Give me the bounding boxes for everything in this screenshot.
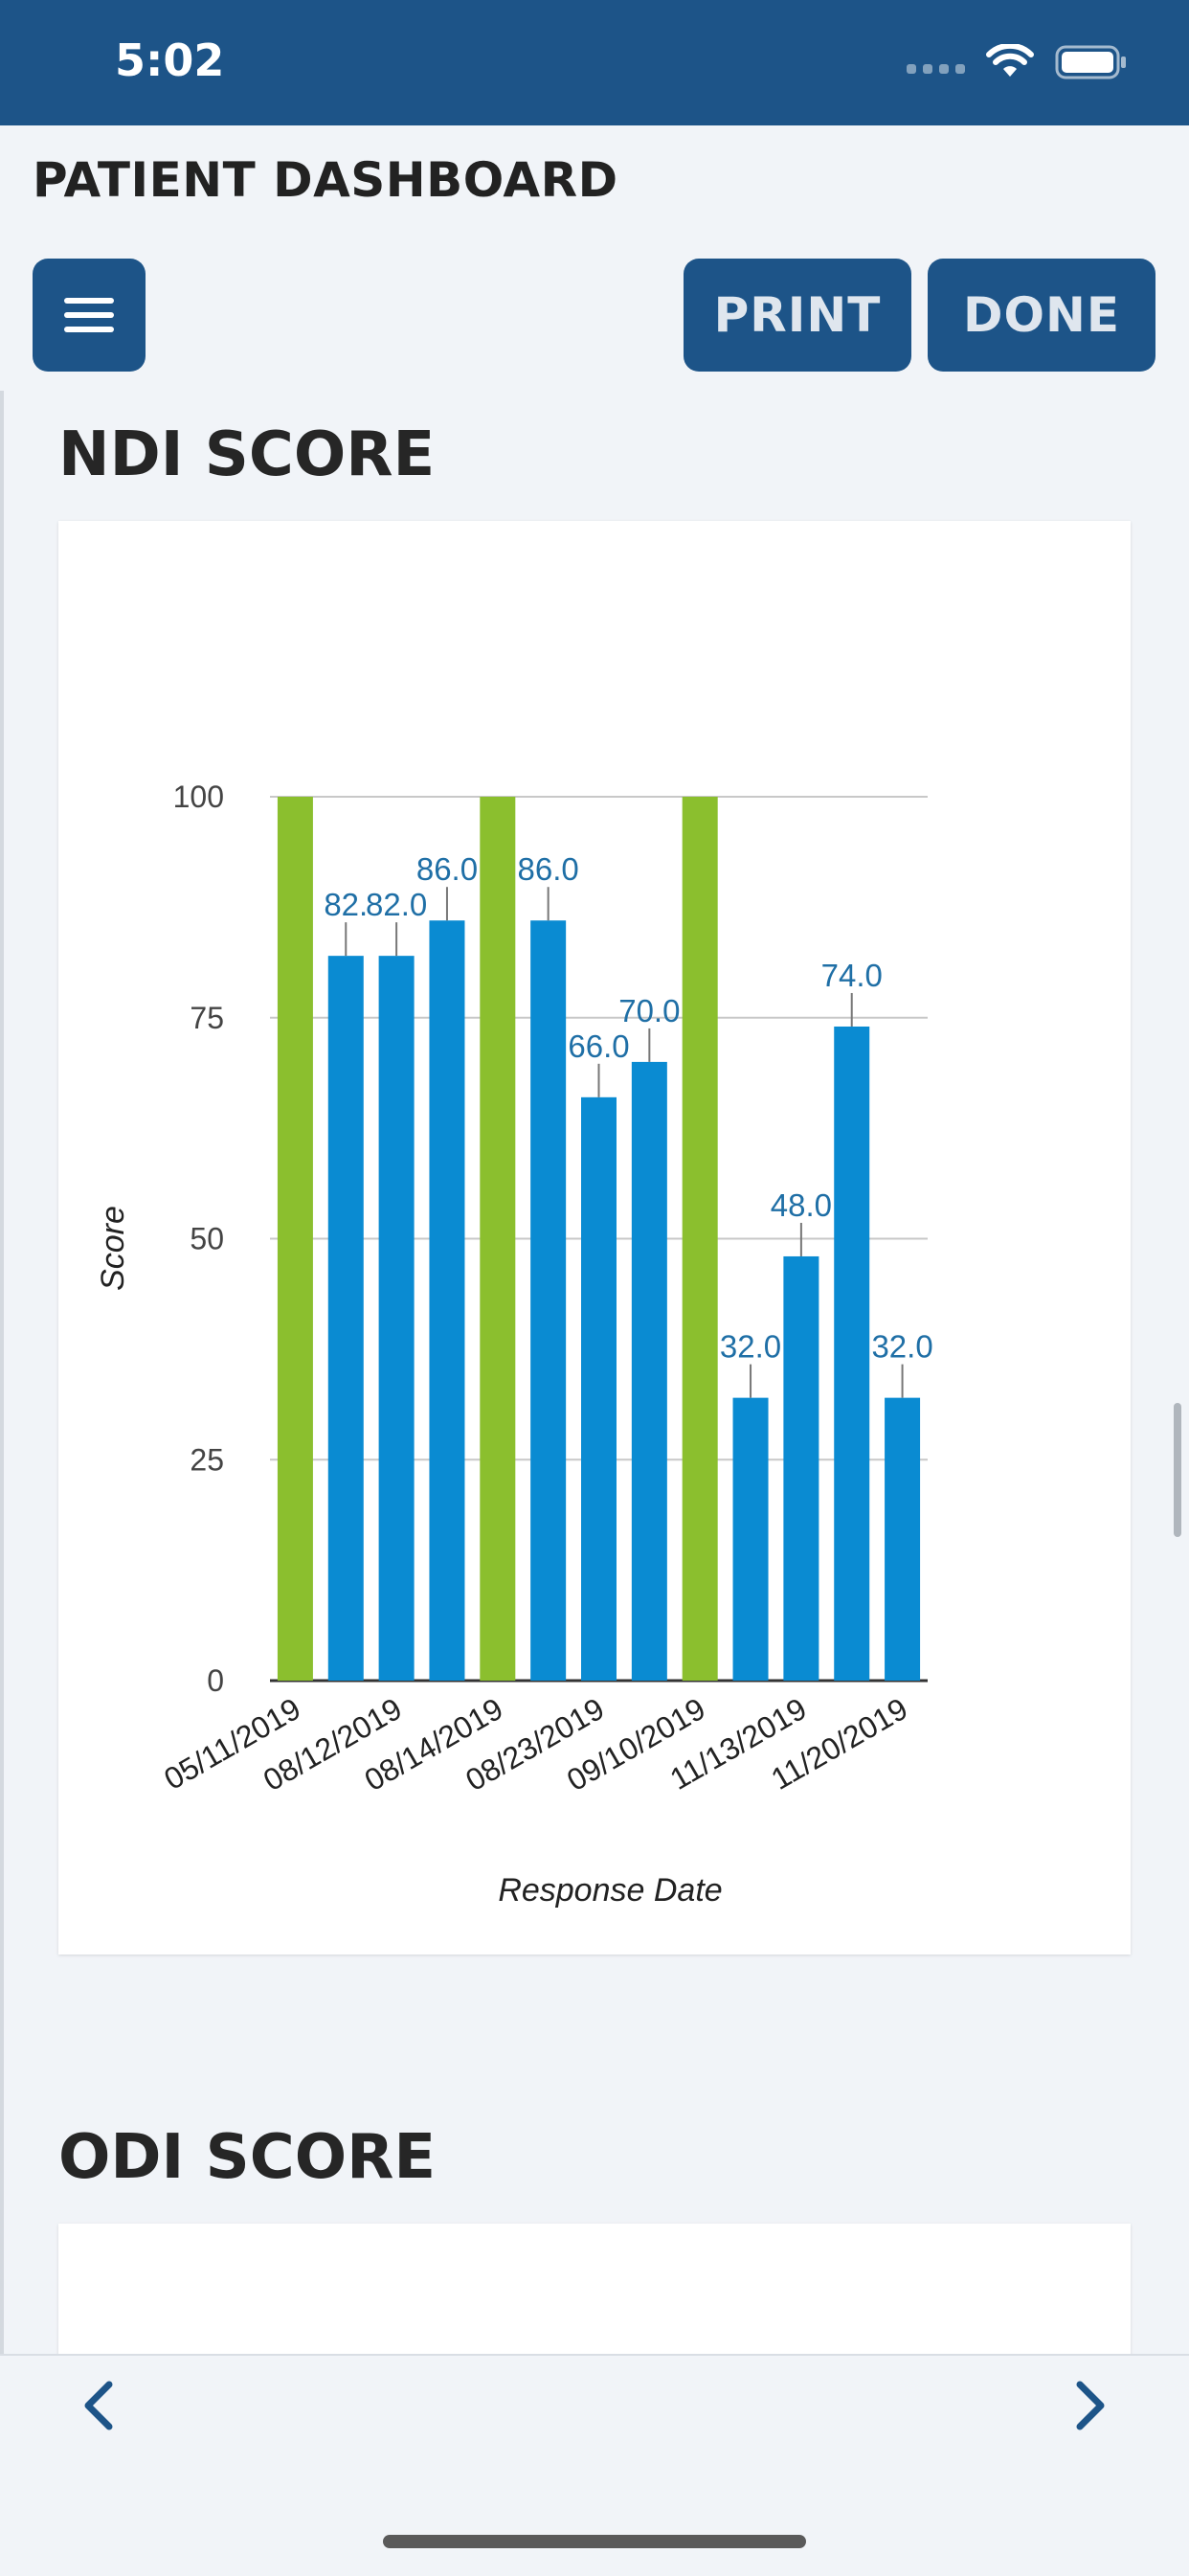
print-button[interactable]: PRINT [684, 259, 911, 372]
done-button[interactable]: DONE [928, 259, 1155, 372]
data-label: 32.0 [720, 1329, 781, 1365]
y-tick-label: 75 [190, 1001, 224, 1035]
bar [682, 797, 718, 1681]
data-label: 32.0 [871, 1329, 932, 1365]
bar [732, 1397, 769, 1681]
chevron-right-icon[interactable] [1059, 2377, 1116, 2434]
y-tick-label: 25 [190, 1442, 224, 1477]
bar [429, 920, 465, 1681]
ndi-section-title: NDI SCORE [58, 419, 436, 490]
bar [277, 797, 313, 1681]
x-axis-title: Response Date [498, 1872, 722, 1909]
y-tick-label: 0 [207, 1663, 224, 1698]
data-label: 48.0 [771, 1187, 832, 1223]
odi-chart-card [58, 2224, 1131, 2354]
bar [631, 1061, 667, 1681]
status-bar: 5:02 [0, 0, 1189, 125]
bar [885, 1397, 921, 1681]
menu-button[interactable] [33, 259, 146, 372]
status-time: 5:02 [115, 34, 225, 86]
data-label: 86.0 [416, 851, 478, 887]
home-indicator[interactable] [383, 2535, 806, 2548]
bar [581, 1096, 617, 1681]
y-tick-label: 50 [190, 1222, 224, 1256]
app-header: PATIENT DASHBOARD PRINT DONE [0, 125, 1189, 391]
signal-icon [907, 51, 965, 74]
scrollbar-thumb[interactable] [1174, 1403, 1181, 1537]
ndi-chart-card: 0 25 50 75 100 82. 82.0 86.0 86.0 66.0 70.0 32.0 48.… [58, 521, 1131, 1955]
bar [530, 920, 567, 1681]
battery-icon [1055, 45, 1126, 79]
y-tick-label: 100 [173, 780, 224, 814]
status-icons [907, 44, 1128, 80]
chevron-left-icon[interactable] [73, 2377, 130, 2434]
wifi-icon [986, 44, 1034, 77]
hamburger-icon [64, 289, 114, 341]
left-rail [0, 391, 4, 2459]
data-label: 74.0 [821, 958, 883, 993]
data-label: 66.0 [568, 1028, 629, 1064]
bar [327, 956, 364, 1681]
bar [378, 956, 415, 1681]
bar [834, 1026, 870, 1681]
data-label: 82.0 [366, 887, 427, 922]
page-title: PATIENT DASHBOARD [33, 152, 618, 208]
data-label: 86.0 [518, 851, 579, 887]
bar [783, 1255, 819, 1681]
data-label: 82. [324, 887, 368, 922]
odi-section-title: ODI SCORE [58, 2122, 437, 2193]
data-label: 70.0 [618, 993, 680, 1028]
content-scroll-area[interactable]: NDI SCORE 0 25 50 75 100 82. 82.0 86.0 86.0 66.0 7… [0, 391, 1189, 2354]
y-axis-title: Score [95, 1206, 131, 1291]
bar [480, 797, 516, 1681]
